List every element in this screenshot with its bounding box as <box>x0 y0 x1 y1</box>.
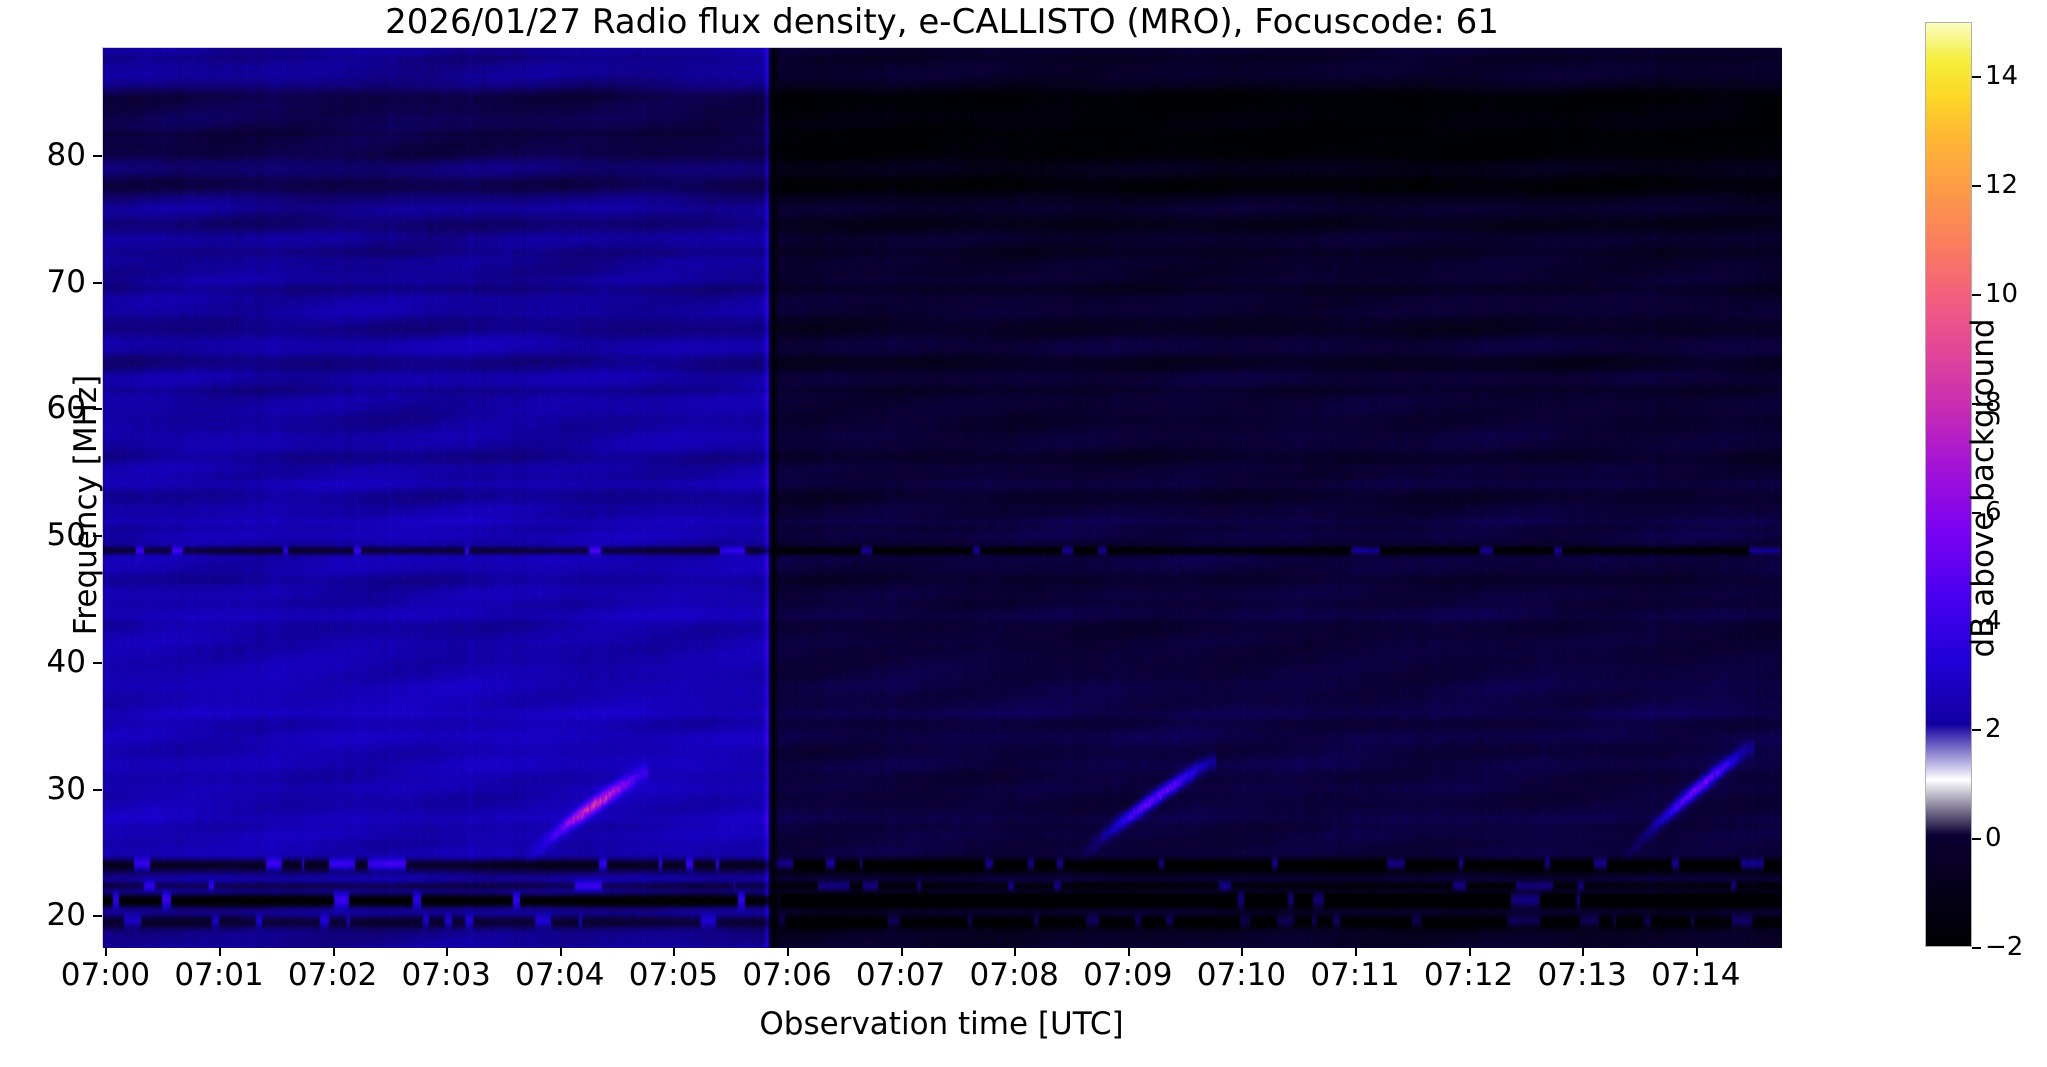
x-tick-label: 07:00 <box>60 957 151 993</box>
x-tick-mark <box>787 947 789 956</box>
x-tick-label: 07:06 <box>742 957 832 993</box>
colorbar-tick-mark <box>1972 76 1981 79</box>
colorbar-tick-mark <box>1972 838 1981 841</box>
colorbar-tick-label: 6 <box>1985 496 2002 527</box>
x-tick-mark <box>1468 947 1471 956</box>
x-tick-mark <box>900 947 903 956</box>
colorbar-label: dB above background <box>1965 318 2001 658</box>
colorbar-tick-label: 4 <box>1985 605 2002 636</box>
colorbar[interactable] <box>1925 22 1972 947</box>
y-tick-label: 20 <box>46 897 86 934</box>
page-title: 2026/01/27 Radio flux density, e-CALLIST… <box>385 2 1499 42</box>
x-tick-label: 07:03 <box>401 957 491 993</box>
x-tick-mark <box>1241 947 1244 956</box>
x-axis-label: Observation time [UTC] <box>759 1006 1124 1042</box>
y-tick-mark <box>93 535 102 538</box>
y-tick-label: 50 <box>46 517 86 554</box>
y-tick-mark <box>93 915 102 918</box>
x-tick-label: 07:08 <box>969 957 1059 993</box>
plot-area[interactable] <box>102 47 1782 948</box>
y-tick-label: 60 <box>46 390 86 427</box>
x-tick-mark <box>332 947 335 956</box>
x-tick-mark <box>559 947 562 956</box>
colorbar-tick-mark <box>1972 185 1981 188</box>
x-tick-label: 07:09 <box>1083 957 1173 993</box>
colorbar-tick-label: 14 <box>1985 61 2019 92</box>
colorbar-tick-mark <box>1972 729 1981 732</box>
spectrogram-image <box>103 48 1782 948</box>
x-tick-label: 07:12 <box>1423 957 1514 993</box>
x-tick-mark <box>1355 947 1357 956</box>
x-tick-mark <box>1695 947 1698 956</box>
colorbar-tick-mark <box>1972 947 1981 949</box>
x-tick-mark <box>1582 947 1585 956</box>
x-tick-mark <box>1014 947 1017 956</box>
y-tick-label: 80 <box>46 136 86 173</box>
colorbar-gradient <box>1925 22 1972 947</box>
x-tick-mark <box>446 947 449 956</box>
x-tick-mark <box>1127 947 1130 956</box>
y-tick-mark <box>93 408 102 411</box>
x-tick-label: 07:13 <box>1537 957 1627 993</box>
colorbar-tick-label: 2 <box>1985 714 2002 745</box>
y-tick-label: 70 <box>46 263 86 300</box>
x-tick-mark <box>219 947 221 956</box>
x-tick-label: 07:01 <box>174 957 264 993</box>
y-tick-label: 30 <box>46 770 86 807</box>
colorbar-tick-mark <box>1972 620 1981 623</box>
colorbar-tick-label: −2 <box>1985 932 2024 962</box>
colorbar-tick-label: 10 <box>1985 279 2019 310</box>
colorbar-tick-label: 8 <box>1985 387 2002 418</box>
colorbar-tick-mark <box>1972 511 1981 514</box>
colorbar-tick-mark <box>1972 402 1981 405</box>
x-tick-label: 07:05 <box>628 957 719 993</box>
x-tick-label: 07:10 <box>1196 957 1287 993</box>
x-tick-mark <box>673 947 676 956</box>
x-tick-label: 07:04 <box>515 957 605 993</box>
y-tick-mark <box>93 154 102 157</box>
y-tick-label: 40 <box>46 643 86 680</box>
colorbar-tick-mark <box>1972 294 1981 297</box>
x-tick-label: 07:02 <box>287 957 378 993</box>
y-tick-mark <box>93 281 102 284</box>
colorbar-tick-label: 0 <box>1985 823 2002 854</box>
x-tick-label: 07:07 <box>855 957 946 993</box>
x-tick-label: 07:14 <box>1651 957 1741 993</box>
colorbar-tick-label: 12 <box>1985 170 2019 201</box>
x-tick-label: 07:11 <box>1310 957 1400 993</box>
y-tick-mark <box>93 788 102 791</box>
x-tick-mark <box>105 947 108 956</box>
y-tick-mark <box>93 661 102 664</box>
